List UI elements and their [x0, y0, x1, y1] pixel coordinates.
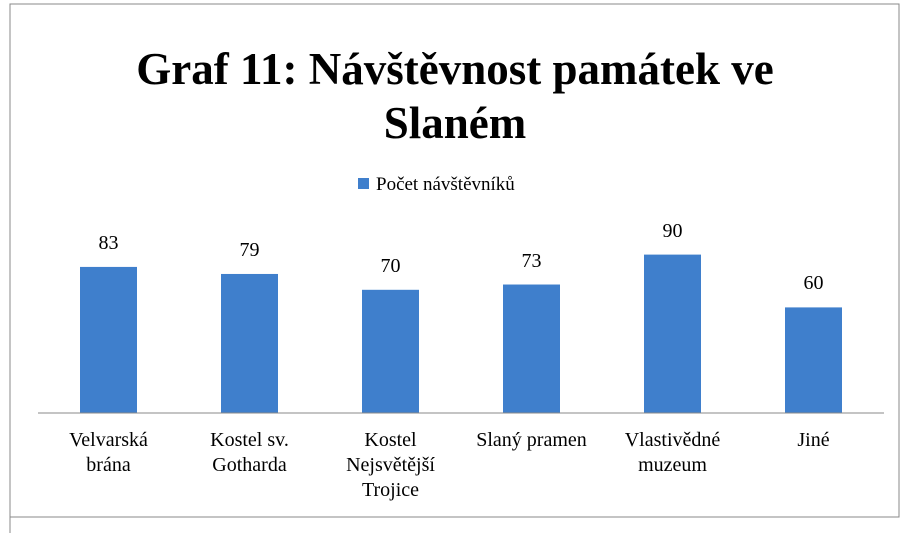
x-tick-label: Kostel sv. Gotharda — [210, 429, 289, 476]
data-label: 60 — [803, 272, 824, 295]
chart-title: Graf 11: Návštěvnost památek ve Slaném — [136, 44, 774, 148]
bar — [221, 273, 278, 413]
x-tick-label: Vlastivědné muzeum — [624, 429, 721, 476]
data-label: 90 — [662, 219, 683, 242]
bar — [80, 266, 137, 413]
bar — [785, 307, 842, 413]
x-tick-label: Jiné — [797, 429, 830, 451]
x-tick-label: Velvarská brána — [69, 429, 148, 476]
bar — [644, 254, 701, 413]
data-label: 70 — [380, 254, 401, 277]
data-label: 73 — [521, 249, 542, 272]
legend-swatch — [358, 178, 369, 189]
bar — [362, 289, 419, 413]
x-tick-label: Slaný pramen — [476, 429, 587, 451]
x-tick-label: Kostel Nejsvětější Trojice — [346, 429, 435, 501]
bar — [503, 284, 560, 413]
data-label: 83 — [98, 231, 119, 254]
data-label: 79 — [239, 238, 260, 261]
chart-frame — [9, 3, 900, 518]
legend-label: Počet návštěvníků — [376, 174, 515, 195]
